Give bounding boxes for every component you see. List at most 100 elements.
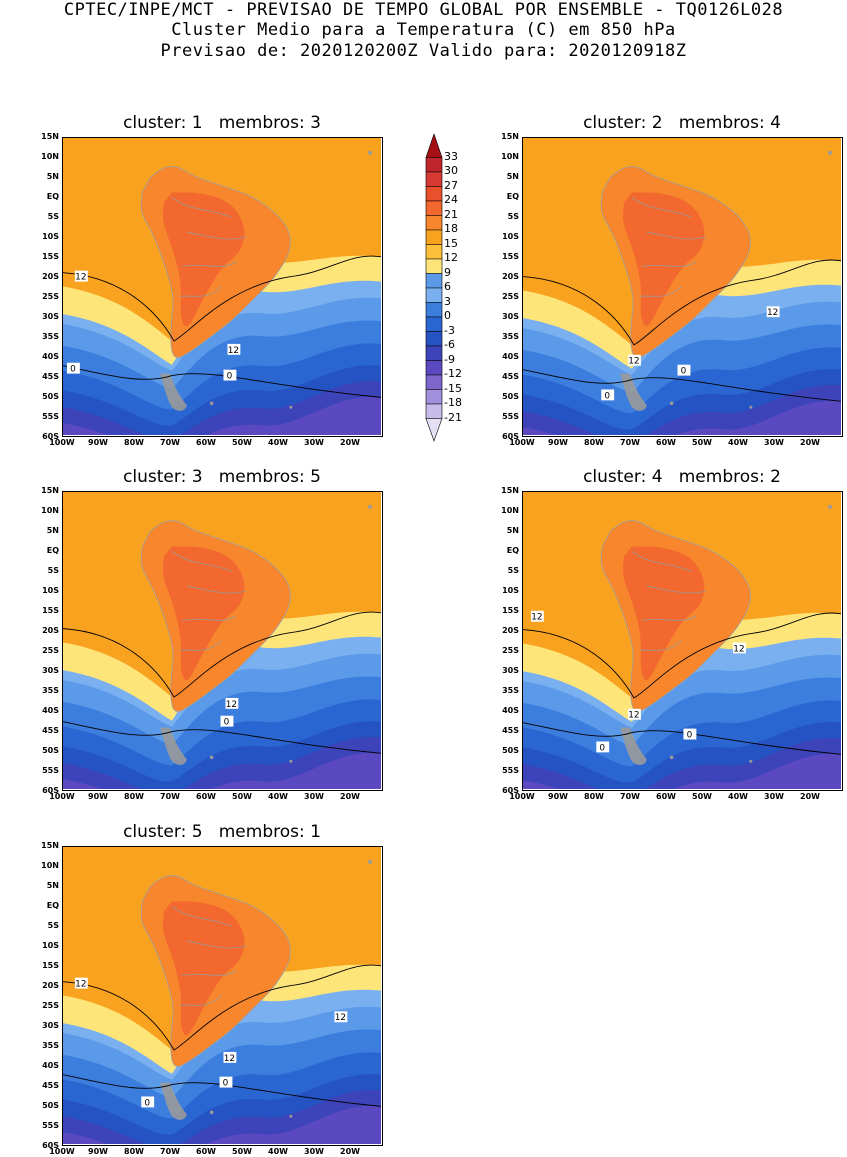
panel-title: cluster: 2 membros: 4	[583, 113, 781, 133]
contour-label: 12	[733, 644, 744, 654]
longitude-label: 100W	[49, 1147, 75, 1156]
contour-label-bg	[74, 977, 88, 989]
longitude-label: 50W	[692, 792, 712, 801]
longitude-label: 70W	[620, 438, 640, 447]
temperature-map: 12 12 0 0	[62, 137, 383, 437]
latitude-label: 30S	[42, 1021, 59, 1030]
longitude-label: 90W	[88, 792, 108, 801]
latitude-label: 5N	[46, 172, 59, 181]
latitude-label: 30S	[42, 312, 59, 321]
latitude-label: 30S	[502, 666, 519, 675]
latitude-label: 25S	[42, 646, 59, 655]
longitude-label: 80W	[584, 438, 604, 447]
longitude-label: 90W	[548, 438, 568, 447]
contour-label: 12	[75, 980, 86, 990]
longitude-label: 40W	[268, 792, 288, 801]
contour-label-bg	[628, 708, 641, 720]
longitude-label: 100W	[49, 438, 75, 447]
colorbar-label: -9	[444, 352, 455, 366]
latitude-label: 5S	[507, 566, 519, 575]
contour-label-bg	[766, 306, 780, 318]
colorbar-swatch	[425, 171, 443, 187]
contour-label: 12	[767, 308, 778, 318]
colorbar-swatch	[425, 389, 443, 405]
contour-label-bg	[530, 610, 544, 622]
colorbar-label: 30	[444, 164, 458, 177]
contour-label: 0	[144, 1098, 150, 1108]
latitude-label: 50S	[42, 746, 59, 755]
longitude-label: 60W	[196, 438, 216, 447]
latitude-label: 5S	[47, 566, 59, 575]
latitude-label: 15S	[502, 252, 519, 261]
contour-label-bg	[733, 642, 746, 654]
colorbar-swatch	[425, 418, 443, 442]
colorbar-label: -3	[444, 323, 455, 337]
latitude-label: 15S	[502, 606, 519, 615]
longitude-label: 20W	[340, 438, 360, 447]
latitude-label: 55S	[42, 412, 59, 421]
longitude-label: 60W	[196, 1147, 216, 1156]
contour-label-bg	[601, 389, 615, 401]
colorbar-swatch	[425, 331, 443, 347]
longitude-label: 20W	[800, 438, 820, 447]
longitude-label: 90W	[548, 792, 568, 801]
longitude-label: 50W	[232, 792, 252, 801]
latitude-label: 60S	[502, 786, 519, 795]
header-line-1: CPTEC/INPE/MCT - PREVISAO DE TEMPO GLOBA…	[63, 0, 784, 20]
latitude-label: 35S	[42, 332, 59, 341]
latitude-label: 15N	[41, 841, 59, 850]
latitude-label: EQ	[46, 546, 59, 555]
colorbar-swatch	[425, 273, 443, 289]
contour-label: 0	[604, 391, 610, 401]
contour-label-bg	[227, 343, 241, 355]
latitude-label: 10N	[41, 152, 59, 161]
latitude-label: 45S	[42, 726, 59, 735]
contour-label: 0	[70, 365, 76, 375]
latitude-label: 45S	[502, 372, 519, 381]
contour-label-bg	[334, 1011, 348, 1023]
contour-label: 12	[628, 711, 639, 721]
colorbar-label: 15	[444, 236, 458, 250]
latitude-label: 20S	[42, 272, 59, 281]
longitude-label: 50W	[232, 1147, 252, 1156]
colorbar-swatch	[425, 200, 443, 216]
longitude-label: 50W	[232, 438, 252, 447]
latitude-label: 30S	[502, 312, 519, 321]
latitude-label: 25S	[42, 292, 59, 301]
contour-label: 12	[226, 700, 237, 710]
latitude-label: 55S	[502, 412, 519, 421]
latitude-label: 60S	[42, 432, 59, 441]
latitude-label: 55S	[42, 766, 59, 775]
latitude-label: EQ	[46, 192, 59, 201]
temperature-map: 12 12 0 0	[522, 137, 843, 437]
longitude-label: 70W	[160, 438, 180, 447]
longitude-label: 30W	[304, 1147, 324, 1156]
contour-label-bg	[596, 741, 610, 753]
contour-label: 0	[223, 1079, 229, 1089]
longitude-label: 100W	[49, 792, 75, 801]
longitude-label: 70W	[160, 792, 180, 801]
colorbar-label: -6	[444, 338, 455, 351]
latitude-label: 40S	[502, 352, 519, 361]
colorbar-swatch	[425, 345, 443, 361]
longitude-label: 20W	[340, 1147, 360, 1156]
longitude-label: 30W	[764, 792, 784, 801]
longitude-label: 30W	[764, 438, 784, 447]
latitude-label: 5N	[506, 172, 519, 181]
latitude-label: 10S	[42, 586, 59, 595]
latitude-label: 40S	[42, 706, 59, 715]
latitude-label: 35S	[42, 1041, 59, 1050]
longitude-label: 20W	[800, 792, 820, 801]
colorbar-label: 0	[444, 309, 451, 322]
latitude-label: 35S	[502, 332, 519, 341]
latitude-label: 35S	[502, 686, 519, 695]
colorbar-label: 21	[444, 207, 458, 221]
colorbar-label: 3	[444, 294, 451, 308]
latitude-label: 45S	[42, 1081, 59, 1090]
colorbar-swatch	[425, 302, 443, 318]
colorbar-swatch	[425, 258, 443, 274]
longitude-label: 100W	[509, 438, 535, 447]
latitude-label: EQ	[46, 901, 59, 910]
contour-label: 12	[75, 273, 86, 283]
longitude-label: 80W	[124, 792, 144, 801]
